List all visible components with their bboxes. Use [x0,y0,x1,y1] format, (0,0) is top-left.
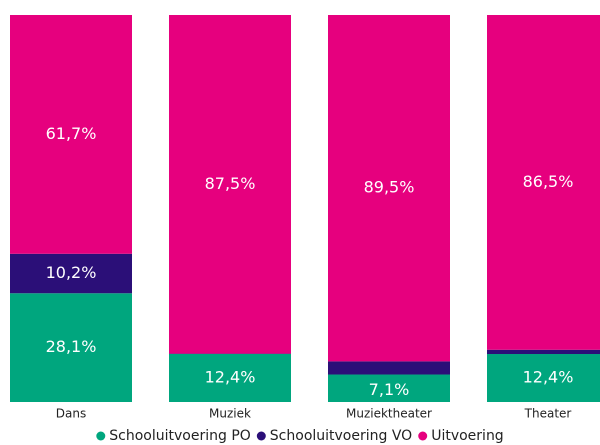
bar-segment [487,15,600,350]
data-label: 87,5% [205,174,256,193]
legend-marker [256,431,266,441]
x-tick-label: Dans [56,407,86,421]
bar-segment [10,293,132,402]
bar-segment [169,354,291,402]
bar-segment [169,15,291,354]
bar-segment [328,374,450,402]
data-label: 10,2% [46,263,97,282]
bar-segment [487,349,600,355]
x-tick-label: Theater [524,407,572,421]
bar-segment [10,253,132,294]
data-label: 28,1% [46,337,97,356]
x-tick-label: Muziek [209,407,251,421]
legend-label: Uitvoering [431,428,504,444]
data-label: 86,5% [523,172,574,191]
data-label: 61,7% [46,124,97,143]
x-tick-label: Muziektheater [346,407,432,421]
legend-label: Schooluitvoering VO [270,428,412,444]
legend-marker [418,431,428,441]
data-label: 12,4% [205,368,256,387]
bar-segment [328,15,450,362]
bar-segment [487,354,600,402]
data-label: 89,5% [364,178,415,197]
data-label: 12,4% [523,368,574,387]
bar-segment [328,361,450,375]
legend-label: Schooluitvoering PO [109,428,251,444]
legend-marker [96,431,106,441]
bar-segment [10,15,132,254]
data-label: 7,1% [369,380,410,399]
